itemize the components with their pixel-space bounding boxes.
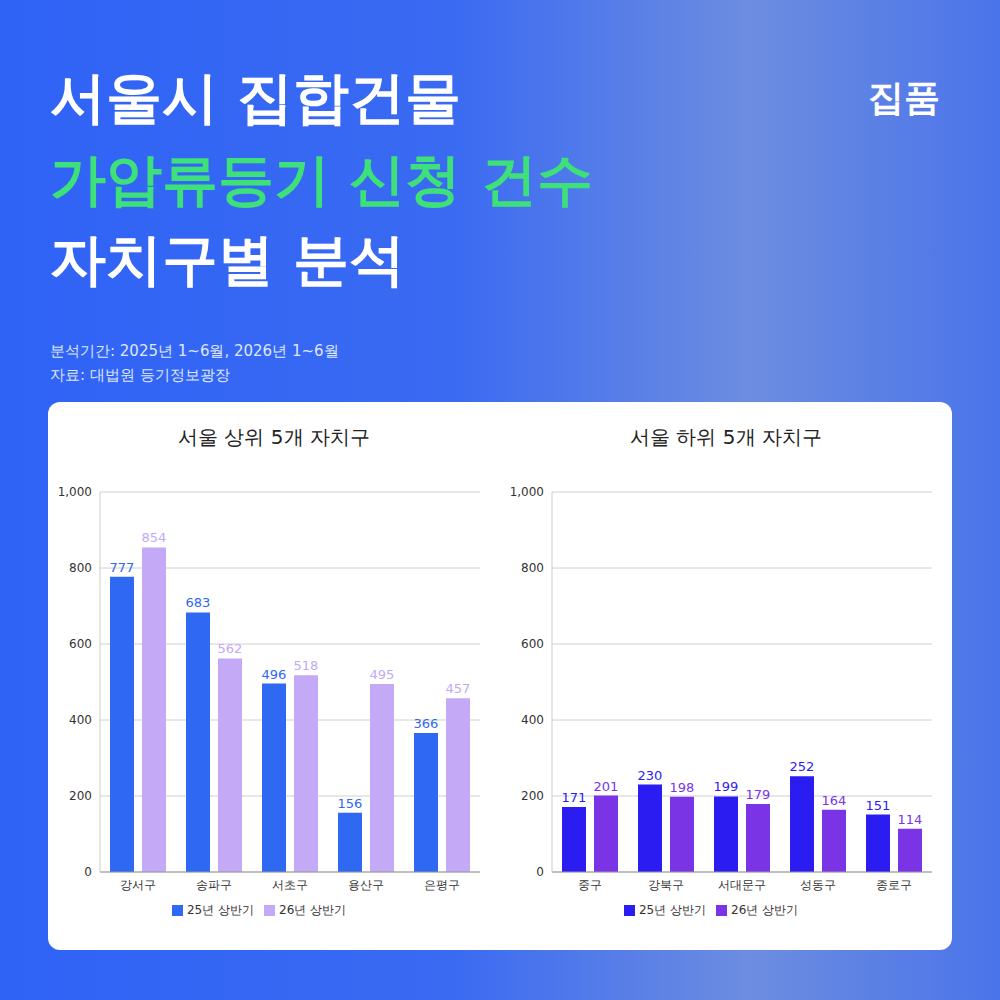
svg-text:600: 600	[521, 637, 544, 651]
svg-text:200: 200	[69, 789, 92, 803]
svg-text:종로구: 종로구	[876, 878, 912, 892]
svg-text:164: 164	[822, 793, 847, 808]
svg-text:서대문구: 서대문구	[718, 878, 766, 892]
svg-text:495: 495	[370, 667, 395, 682]
html-text:25년 상반기: 25년 상반기	[638, 903, 706, 917]
svg-text:156: 156	[338, 796, 363, 811]
svg-text:400: 400	[521, 713, 544, 727]
svg-text:송파구: 송파구	[196, 878, 232, 892]
svg-text:198: 198	[670, 780, 695, 795]
svg-text:496: 496	[262, 667, 287, 682]
svg-text:562: 562	[218, 641, 243, 656]
html-text:서울시 집합건물: 서울시 집합건물	[50, 65, 462, 130]
svg-text:518: 518	[294, 658, 319, 673]
svg-text:400: 400	[69, 713, 92, 727]
svg-text:230: 230	[638, 768, 663, 783]
svg-text:777: 777	[110, 560, 135, 575]
svg-text:366: 366	[414, 716, 439, 731]
svg-text:은평구: 은평구	[424, 878, 460, 892]
svg-text:1,000: 1,000	[58, 485, 92, 499]
html-text:서울 상위 5개 자치구: 서울 상위 5개 자치구	[178, 424, 370, 449]
svg-text:200: 200	[521, 789, 544, 803]
svg-text:201: 201	[594, 779, 619, 794]
svg-text:252: 252	[790, 759, 815, 774]
html-text:분석기간: 2025년 1~6월, 2026년 1~6월: 분석기간: 2025년 1~6월, 2026년 1~6월	[50, 342, 339, 360]
svg-text:0: 0	[84, 865, 92, 879]
html-text:자치구별 분석: 자치구별 분석	[50, 227, 406, 292]
html-text:26년 상반기: 26년 상반기	[279, 903, 347, 917]
svg-text:171: 171	[562, 790, 587, 805]
html-text:가압류등기 신청 건수: 가압류등기 신청 건수	[50, 147, 593, 212]
svg-text:600: 600	[69, 637, 92, 651]
svg-text:683: 683	[186, 595, 211, 610]
svg-text:179: 179	[746, 787, 771, 802]
svg-text:854: 854	[142, 530, 167, 545]
svg-text:강북구: 강북구	[648, 878, 684, 892]
svg-text:1,000: 1,000	[510, 485, 544, 499]
svg-text:800: 800	[69, 561, 92, 575]
svg-text:0: 0	[536, 865, 544, 879]
svg-text:800: 800	[521, 561, 544, 575]
html-text:26년 상반기: 26년 상반기	[731, 903, 799, 917]
svg-text:서초구: 서초구	[272, 878, 308, 892]
html-text:서울 하위 5개 자치구: 서울 하위 5개 자치구	[630, 424, 822, 449]
html-text:25년 상반기: 25년 상반기	[186, 903, 254, 917]
svg-text:114: 114	[898, 812, 923, 827]
svg-text:강서구: 강서구	[120, 878, 156, 892]
svg-text:457: 457	[446, 681, 471, 696]
svg-text:중구: 중구	[578, 878, 602, 892]
svg-text:성동구: 성동구	[800, 878, 836, 892]
html-text:자료: 대법원 등기정보광장: 자료: 대법원 등기정보광장	[50, 366, 230, 384]
svg-text:용산구: 용산구	[348, 878, 384, 892]
html-text:집품: 집품	[868, 77, 940, 118]
svg-text:151: 151	[866, 798, 891, 813]
svg-text:199: 199	[714, 779, 739, 794]
